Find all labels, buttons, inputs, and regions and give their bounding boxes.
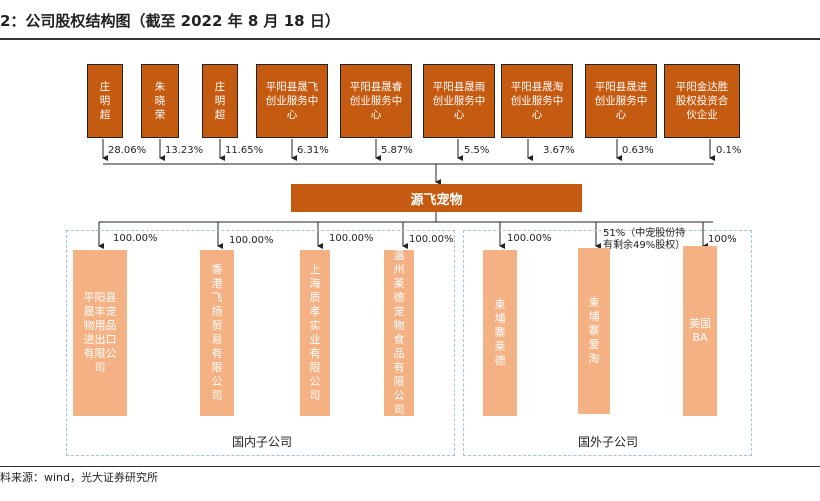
shareholder-box-9: 平阳金达胜股权投资合伙企业 — [664, 64, 740, 138]
foreign-pct-2: 51%（中宠股份持有剩余49%股权） — [603, 228, 686, 251]
subsidiary-name: 香港飞扬贸易有限公司 — [211, 263, 223, 402]
title-rule — [0, 38, 820, 40]
shareholder-name: 平阳县晟进创业服务中心 — [594, 81, 648, 121]
domestic-sub-4: 温州莱德宠物食品有限公司 — [384, 249, 414, 416]
domestic-pct-1: 100.00% — [113, 233, 158, 244]
domestic-pct-3: 100.00% — [329, 233, 374, 244]
shareholder-pct-2: 13.23% — [165, 145, 204, 156]
domestic-group — [66, 230, 455, 456]
shareholder-box-1: 庄明超 — [87, 64, 123, 138]
shareholder-pct-3: 11.65% — [225, 145, 264, 156]
shareholder-box-6: 平阳县晟雨创业服务中心 — [423, 64, 495, 138]
shareholder-box-4: 平阳县晟飞创业服务中心 — [256, 64, 328, 138]
foreign-sub-1: 柬埔寨莱德 — [483, 250, 517, 416]
shareholder-pct-7: 3.67% — [543, 145, 575, 156]
domestic-sub-1: 平阳县晟丰宠物用品进出口有限公司 — [73, 250, 127, 416]
figure-title: 2：公司股权结构图（截至 2022 年 8 月 18 日） — [0, 12, 340, 30]
shareholder-pct-6: 5.5% — [464, 145, 490, 156]
shareholder-name: 朱晓荣 — [154, 81, 166, 121]
shareholder-name: 庄明超 — [99, 81, 111, 121]
foreign-group — [463, 230, 752, 456]
domestic-group-label: 国内子公司 — [232, 435, 293, 449]
shareholder-name: 庄明超 — [214, 81, 226, 121]
shareholder-pct-8: 0.63% — [622, 145, 654, 156]
bottom-rule — [0, 466, 820, 467]
subsidiary-name: 柬埔寨莱德 — [494, 298, 506, 367]
foreign-sub-2: 柬埔寨爱淘 — [578, 248, 610, 414]
subsidiary-name: 柬埔寨爱淘 — [588, 296, 600, 365]
shareholder-box-5: 平阳县晟睿创业服务中心 — [340, 64, 412, 138]
subsidiary-name: 温州莱德宠物食品有限公司 — [393, 249, 405, 416]
shareholder-pct-1: 28.06% — [108, 145, 147, 156]
shareholder-name: 平阳金达胜股权投资合伙企业 — [675, 81, 729, 121]
foreign-group-label: 国外子公司 — [578, 435, 639, 449]
domestic-pct-4: 100.00% — [409, 234, 454, 245]
domestic-sub-3: 上海质孝实业有限公司 — [300, 250, 330, 416]
shareholder-name: 平阳县晟睿创业服务中心 — [349, 81, 403, 121]
subsidiary-name: 平阳县晟丰宠物用品进出口有限公司 — [83, 291, 117, 374]
company-name: 源飞宠物 — [410, 192, 463, 208]
domestic-sub-2: 香港飞扬贸易有限公司 — [200, 250, 234, 416]
shareholder-name: 平阳县晟雨创业服务中心 — [432, 81, 486, 121]
foreign-pct-1: 100.00% — [507, 233, 552, 244]
shareholder-box-2: 朱晓荣 — [141, 64, 179, 138]
subsidiary-name: 上海质孝实业有限公司 — [309, 263, 321, 402]
shareholder-box-8: 平阳县晟进创业服务中心 — [585, 64, 657, 138]
foreign-sub-3: 美国BA — [683, 246, 717, 416]
shareholder-name: 平阳县晟淘创业服务中心 — [510, 81, 564, 121]
subsidiary-name: 美国BA — [689, 317, 711, 344]
domestic-pct-2: 100.00% — [229, 235, 274, 246]
company-box: 源飞宠物 — [291, 184, 582, 212]
shareholder-pct-4: 6.31% — [297, 145, 329, 156]
foreign-pct-3: 100% — [708, 234, 737, 245]
shareholder-pct-9: 0.1% — [716, 145, 742, 156]
shareholder-box-7: 平阳县晟淘创业服务中心 — [501, 64, 573, 138]
source-note: 料来源：wind，光大证券研究所 — [0, 471, 159, 484]
shareholder-pct-5: 5.87% — [381, 145, 413, 156]
shareholder-box-3: 庄明超 — [202, 64, 238, 138]
shareholder-name: 平阳县晟飞创业服务中心 — [265, 81, 319, 121]
